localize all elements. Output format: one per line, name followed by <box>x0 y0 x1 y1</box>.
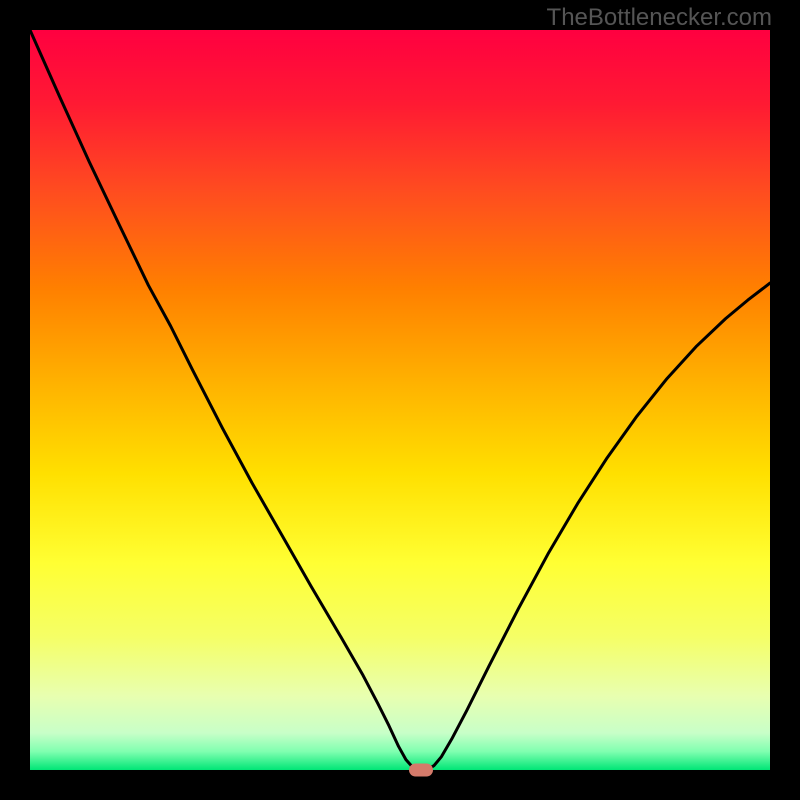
chart-container: TheBottlenecker.com <box>0 0 800 800</box>
bottleneck-curve <box>30 30 770 770</box>
plot-area <box>30 30 770 770</box>
minimum-marker <box>409 764 433 777</box>
curve-layer <box>30 30 770 770</box>
watermark-label: TheBottlenecker.com <box>547 4 772 32</box>
